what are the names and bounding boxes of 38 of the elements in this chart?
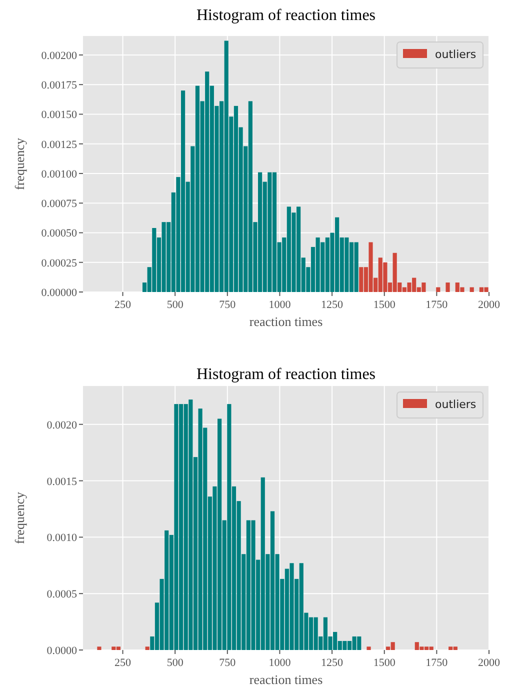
y-tick-label: 0.0015 [46,476,78,488]
y-tick-label: 0.00125 [41,138,78,151]
legend-label: outliers [435,398,476,411]
chart-title: Histogram of reaction times [196,366,376,383]
y-tick-label: 0.00000 [41,287,78,299]
x-tick-label: 1750 [426,299,448,311]
x-tick-label: 1500 [373,657,396,669]
y-tick-label: 0.00100 [41,168,78,180]
x-tick-label: 2000 [478,299,500,311]
x-tick-label: 750 [219,657,236,669]
y-tick-label: 0.00175 [41,80,78,92]
y-axis-title: frequency [12,492,27,544]
legend-label: outliers [435,48,476,61]
y-tick-label: 0.0000 [46,645,78,657]
y-tick-label: 0.0020 [46,419,78,432]
x-tick-label: 1000 [268,657,292,669]
x-tick-label: 750 [219,299,236,311]
chart-title: Histogram of reaction times [196,7,376,24]
y-axis-title: frequency [12,138,27,190]
y-tick-label: 0.0010 [46,532,78,544]
x-tick-label: 1500 [373,299,396,311]
x-axis-title: reaction times [249,672,323,687]
x-tick-label: 500 [166,299,184,311]
x-tick-label: 500 [166,657,184,669]
x-tick-label: 1250 [321,299,344,311]
y-tick-label: 0.00025 [41,257,78,270]
x-axis-title: reaction times [249,314,323,329]
y-tick-label: 0.00200 [41,50,78,62]
x-tick-label: 1750 [426,657,448,669]
y-tick-label: 0.00050 [41,228,78,240]
x-tick-label: 1000 [268,299,292,311]
x-tick-label: 250 [114,299,132,311]
x-tick-label: 1250 [321,657,344,669]
y-tick-label: 0.00150 [41,109,78,122]
x-tick-label: 250 [114,657,132,669]
y-tick-label: 0.0005 [46,588,78,601]
x-tick-label: 2000 [478,657,500,669]
y-tick-label: 0.00075 [41,198,78,210]
